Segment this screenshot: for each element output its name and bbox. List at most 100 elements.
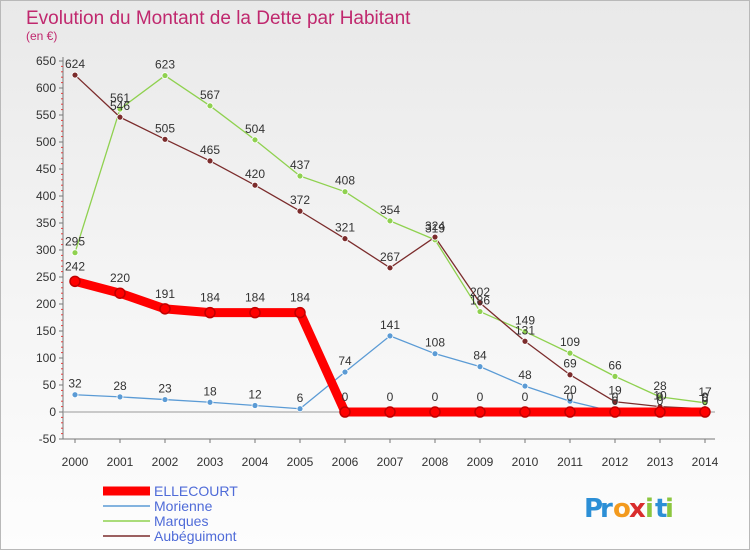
- point-morienne: [386, 332, 394, 340]
- point-morienne: [296, 405, 304, 413]
- point-aub-guimont: [341, 235, 349, 243]
- data-label-marques: 319: [425, 222, 445, 236]
- x-tick-label: 2002: [152, 455, 179, 469]
- x-tick-label: 2001: [107, 455, 134, 469]
- logo-letter: x: [629, 494, 646, 524]
- point-ellecourt: [519, 406, 531, 418]
- point-ellecourt: [294, 306, 306, 319]
- point-aub-guimont: [251, 181, 259, 189]
- data-label-morienne: 74: [338, 354, 352, 368]
- data-label-marques: 504: [245, 122, 265, 136]
- point-morienne: [431, 350, 439, 358]
- legend-label-marques: Marques: [154, 513, 208, 529]
- data-label-morienne: 84: [473, 349, 487, 363]
- data-label-morienne: 48: [518, 368, 532, 382]
- data-label-aub-guimont: 624: [65, 57, 85, 71]
- point-aub-guimont: [386, 264, 394, 272]
- logo-letter: r: [600, 494, 613, 524]
- y-tick-label: 650: [36, 54, 56, 68]
- point-marques: [116, 105, 124, 113]
- x-tick-label: 2003: [197, 455, 224, 469]
- data-label-aub-guimont: 69: [563, 357, 577, 371]
- data-label-aub-guimont: 420: [245, 167, 265, 181]
- x-tick-label: 2009: [467, 455, 494, 469]
- point-ellecourt: [249, 306, 261, 319]
- legend-label-morienne: Morienne: [154, 498, 213, 514]
- point-aub-guimont: [71, 71, 79, 79]
- y-tick-label: 250: [36, 270, 56, 284]
- data-label-morienne: 0: [612, 394, 619, 408]
- logo-letter: i: [665, 494, 674, 524]
- point-morienne: [251, 402, 259, 409]
- data-label-aub-guimont: 321: [335, 221, 355, 235]
- data-label-morienne: 32: [68, 377, 82, 391]
- point-marques: [71, 249, 79, 257]
- y-tick-label: -50: [39, 432, 57, 446]
- data-label-ellecourt: 0: [432, 390, 439, 404]
- data-label-ellecourt: 0: [702, 390, 709, 404]
- point-marques: [206, 102, 214, 110]
- point-marques: [521, 328, 529, 335]
- point-ellecourt: [699, 406, 711, 418]
- proxiti-logo: Pr ox i ti: [584, 494, 674, 524]
- legend-label-ellecourt: ELLECOURT: [154, 483, 238, 499]
- x-tick-label: 2008: [422, 455, 449, 469]
- y-tick-label: 500: [36, 135, 56, 149]
- point-ellecourt: [159, 303, 171, 315]
- y-tick-label: 400: [36, 189, 56, 203]
- x-tick-label: 2013: [647, 455, 674, 469]
- point-marques: [161, 72, 169, 79]
- data-label-marques: 295: [65, 235, 85, 249]
- logo-letter: t: [655, 494, 667, 524]
- x-tick-label: 2000: [62, 455, 89, 469]
- data-label-ellecourt: 0: [612, 390, 619, 404]
- data-label-morienne: 141: [380, 318, 400, 332]
- point-morienne: [566, 397, 574, 405]
- axes: -500501001502002503003504004505005506006…: [36, 54, 719, 469]
- point-aub-guimont: [521, 337, 529, 345]
- data-label-marques: 567: [200, 88, 220, 102]
- point-marques: [656, 393, 664, 401]
- point-marques: [341, 188, 349, 196]
- point-marques: [476, 308, 484, 315]
- data-label-ellecourt: 0: [342, 390, 349, 404]
- data-label-aub-guimont: 202: [470, 285, 490, 299]
- logo-letter: o: [613, 494, 631, 524]
- point-ellecourt: [654, 406, 666, 418]
- x-tick-label: 2014: [692, 455, 719, 469]
- point-morienne: [206, 398, 214, 406]
- data-label-morienne: 12: [248, 388, 262, 402]
- logo-letter: i: [645, 494, 654, 524]
- point-aub-guimont: [566, 371, 574, 379]
- y-tick-label: 0: [49, 405, 56, 419]
- data-label-marques: 17: [698, 385, 712, 399]
- y-tick-label: 550: [36, 108, 56, 122]
- data-label-marques: 186: [470, 294, 490, 308]
- data-label-ellecourt: 0: [657, 390, 664, 404]
- point-aub-guimont: [206, 157, 214, 165]
- logo-letter: P: [584, 494, 603, 524]
- data-label-marques: 66: [608, 358, 622, 372]
- data-label-marques: 354: [380, 203, 400, 217]
- data-label-marques: 109: [560, 335, 580, 349]
- point-ellecourt: [429, 406, 441, 418]
- data-label-morienne: 18: [203, 384, 217, 398]
- data-label-ellecourt: 184: [200, 291, 220, 305]
- x-tick-label: 2004: [242, 455, 269, 469]
- data-label-aub-guimont: 6: [702, 391, 709, 405]
- y-tick-label: 150: [36, 324, 56, 338]
- point-morienne: [161, 396, 169, 403]
- data-label-morienne: 20: [563, 383, 577, 397]
- data-label-marques: 437: [290, 158, 310, 172]
- point-ellecourt: [114, 287, 126, 299]
- data-label-morienne: 0: [657, 394, 664, 408]
- data-label-marques: 408: [335, 174, 355, 188]
- point-ellecourt: [564, 406, 576, 418]
- data-label-marques: 149: [515, 314, 535, 328]
- data-label-aub-guimont: 505: [155, 121, 175, 135]
- point-morienne: [71, 391, 79, 399]
- x-tick-label: 2007: [377, 455, 404, 469]
- data-label-ellecourt: 184: [290, 291, 310, 305]
